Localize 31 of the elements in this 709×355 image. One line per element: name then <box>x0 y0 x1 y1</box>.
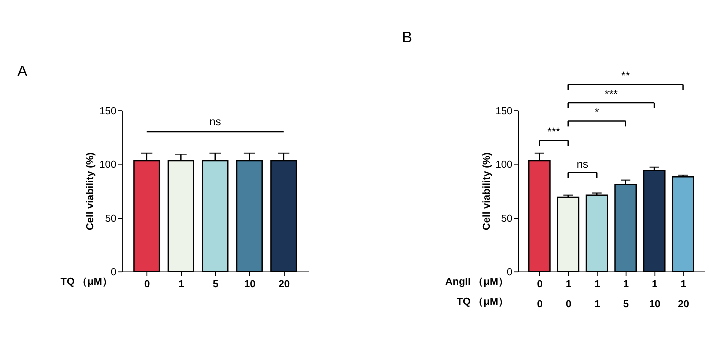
x-axis-title: TQ （μM） <box>60 276 112 288</box>
text: ** <box>622 70 631 83</box>
y-tick-label: 100 <box>496 160 514 172</box>
y-tick-label: 50 <box>501 214 514 225</box>
y-axis-title: Cell viability (%) <box>482 152 493 230</box>
annotation: *** <box>548 126 562 139</box>
x-tick-label: 1 20 <box>678 279 690 311</box>
x-tick-label: 0 <box>144 279 151 290</box>
y-tick-label: 100 <box>100 160 117 172</box>
x-tick-label: 20 <box>278 279 290 290</box>
x-tick-label: 1 5 <box>623 279 630 311</box>
x-tick-label: 0 0 <box>537 279 544 311</box>
x-tick-label: 1 1 <box>594 279 601 311</box>
y-axis-title: Cell viability (%) <box>86 152 97 230</box>
ref-line-label: ns <box>210 116 222 128</box>
text: *** <box>605 88 619 101</box>
x-tick-label: 1 <box>178 279 185 290</box>
y-tick-label: 50 <box>105 214 117 225</box>
x-tick-label: 1 0 <box>566 279 572 311</box>
y-tick-label: 150 <box>496 106 514 118</box>
annotation: * <box>594 107 600 120</box>
x-tick-label: 1 10 <box>649 279 661 311</box>
annotation: ns <box>576 158 590 171</box>
x-tick-label: 5 <box>213 279 220 290</box>
y-tick-label: 0 <box>110 268 117 279</box>
y-tick-label: 150 <box>100 106 117 118</box>
x-tick-label: 10 <box>244 279 256 290</box>
x-axis-title: AngII （μM） TQ （μM） <box>446 276 508 308</box>
y-tick-label: 0 <box>507 268 514 279</box>
chart-title: A <box>18 64 29 81</box>
chart-title: B <box>402 29 412 46</box>
